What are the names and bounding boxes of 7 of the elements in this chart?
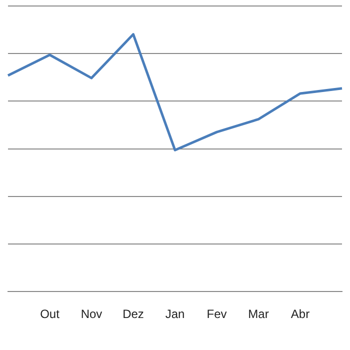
x-tick-label: Out xyxy=(40,307,60,322)
x-tick-label: Mar xyxy=(248,307,269,322)
x-tick-label: Dez xyxy=(122,307,144,322)
x-tick-label: Nov xyxy=(80,307,102,322)
x-tick-label: Fev xyxy=(206,307,227,322)
x-tick-label: Abr xyxy=(290,307,310,322)
x-tick-label: Jan xyxy=(165,307,185,322)
